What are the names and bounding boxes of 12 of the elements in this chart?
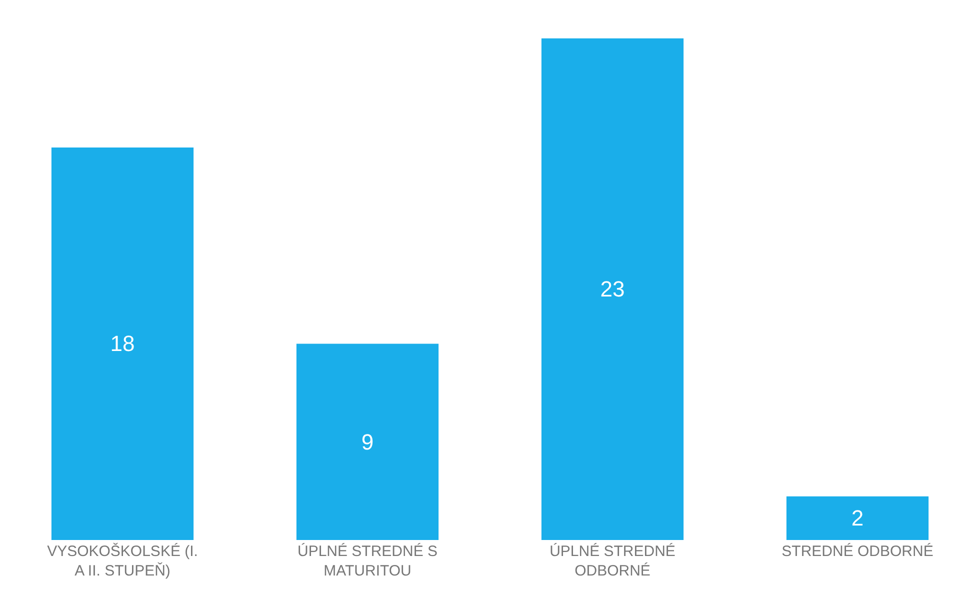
bar [786,496,929,540]
x-tick-label: ÚPLNÉ STREDNÉ ODBORNÉ [550,542,676,580]
bar [541,38,684,540]
x-tick-label: VYSOKOŠKOLSKÉ (I. A II. STUPEŇ) [47,542,198,580]
data-label: 2 [851,506,864,531]
bar [51,147,194,540]
bar [296,344,439,540]
data-label: 9 [361,429,374,454]
data-label: 18 [110,331,135,356]
data-label: 23 [600,276,625,302]
x-tick-label: ÚPLNÉ STREDNÉ S MATURITOU [297,542,438,580]
x-tick-label: STREDNÉ ODBORNÉ [782,542,934,560]
